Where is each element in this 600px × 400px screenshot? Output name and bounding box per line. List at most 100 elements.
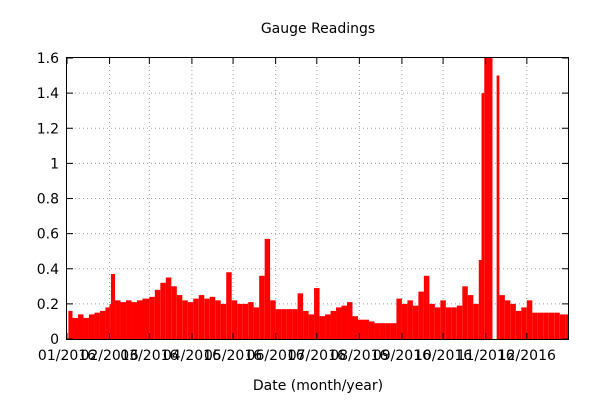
- reading-bar: [226, 272, 232, 339]
- reading-bar: [209, 296, 216, 339]
- reading-bar: [526, 300, 533, 339]
- reading-bar: [242, 303, 249, 339]
- reading-bar: [347, 302, 353, 339]
- reading-bar: [160, 282, 166, 339]
- y-tick-label: 0.8: [37, 192, 59, 208]
- reading-bar: [126, 300, 132, 339]
- reading-bar: [515, 310, 522, 339]
- x-tick-label: 06/2016: [247, 348, 305, 364]
- x-tick-label: 05/2016: [204, 348, 262, 364]
- reading-bar: [401, 303, 408, 339]
- reading-bar: [368, 321, 375, 339]
- reading-bar: [478, 259, 482, 339]
- reading-bar: [77, 314, 84, 339]
- reading-bar: [434, 307, 441, 339]
- reading-bar: [429, 303, 435, 339]
- bar-series: [68, 58, 568, 339]
- reading-bar: [149, 296, 155, 339]
- x-tick-label: 10/2016: [414, 348, 472, 364]
- reading-bar: [286, 309, 293, 339]
- y-axis-ticks: 0 0.2 0.4 0.6 0.8 1 1.2 1.4 1.6: [37, 51, 568, 348]
- reading-bar: [292, 309, 298, 339]
- reading-bar: [330, 310, 337, 339]
- reading-bar: [456, 305, 463, 339]
- reading-bar: [451, 307, 457, 339]
- reading-bar: [193, 298, 199, 339]
- reading-bar: [94, 312, 100, 339]
- reading-bar: [385, 323, 391, 339]
- reading-bar: [68, 310, 73, 339]
- reading-bar: [248, 302, 254, 339]
- x-axis-label: Date (month/year): [253, 378, 383, 394]
- reading-bar: [220, 303, 227, 339]
- x-tick-label: 04/2016: [163, 348, 221, 364]
- x-tick-label: 01/2016: [38, 348, 96, 364]
- y-tick-label: 0: [50, 332, 59, 348]
- reading-bar: [142, 298, 150, 339]
- reading-bar: [559, 314, 566, 339]
- reading-bar: [412, 305, 419, 339]
- x-tick-label: 12/2016: [498, 348, 556, 364]
- y-tick-label: 1: [50, 156, 59, 172]
- reading-bar: [204, 298, 210, 339]
- reading-bar: [548, 312, 555, 339]
- x-tick-label: 03/2016: [120, 348, 178, 364]
- reading-bar: [352, 316, 358, 339]
- reading-bar: [374, 323, 380, 339]
- reading-bar: [215, 300, 221, 339]
- x-tick-label: 02/2016: [80, 348, 138, 364]
- reading-bar: [120, 302, 127, 339]
- reading-bar: [462, 286, 468, 339]
- reading-bar: [504, 300, 511, 339]
- reading-bar: [418, 291, 424, 339]
- reading-bar: [363, 319, 369, 339]
- reading-bar: [137, 300, 143, 339]
- reading-bar: [264, 238, 271, 339]
- plot-frame: [66, 57, 569, 340]
- reading-bar: [182, 300, 188, 339]
- reading-bar: [473, 303, 479, 339]
- reading-bar: [303, 310, 309, 339]
- reading-bar: [325, 314, 331, 339]
- x-tick-label: 11/2016: [457, 348, 515, 364]
- reading-bar: [231, 300, 238, 339]
- reading-bar: [275, 309, 282, 339]
- reading-bar: [445, 307, 452, 339]
- x-tick-label: 07/2016: [288, 348, 346, 364]
- x-tick-label: 09/2016: [373, 348, 431, 364]
- reading-bar: [109, 303, 111, 339]
- reading-bar: [423, 275, 430, 339]
- chart-title: Gauge Readings: [261, 21, 375, 37]
- reading-bar: [554, 312, 560, 339]
- reading-bar: [110, 274, 116, 339]
- reading-bar: [537, 312, 544, 339]
- reading-bar: [341, 305, 348, 339]
- reading-bar: [176, 295, 183, 339]
- y-tick-label: 0.6: [37, 227, 59, 243]
- reading-bar: [407, 300, 413, 339]
- reading-bar: [336, 307, 342, 339]
- reading-bar: [532, 312, 538, 339]
- reading-bar: [131, 302, 138, 339]
- reading-bar: [487, 58, 493, 339]
- reading-bar: [481, 93, 485, 339]
- reading-bar: [543, 312, 549, 339]
- reading-bar: [88, 314, 95, 339]
- y-tick-label: 1.6: [37, 51, 59, 67]
- reading-bar: [165, 277, 172, 339]
- reading-bar: [72, 317, 78, 339]
- reading-bar: [270, 300, 276, 339]
- reading-bar: [253, 307, 260, 339]
- reading-bar: [281, 309, 287, 339]
- reading-bar: [187, 302, 194, 339]
- reading-bar: [565, 314, 568, 339]
- reading-bar: [115, 300, 121, 339]
- reading-bar: [521, 307, 527, 339]
- y-tick-label: 1.2: [37, 121, 59, 137]
- reading-bar: [105, 307, 110, 339]
- reading-bar: [319, 316, 326, 339]
- reading-bar: [440, 300, 446, 339]
- reading-bar: [496, 75, 500, 339]
- reading-bar: [484, 58, 488, 339]
- reading-bar: [499, 295, 505, 339]
